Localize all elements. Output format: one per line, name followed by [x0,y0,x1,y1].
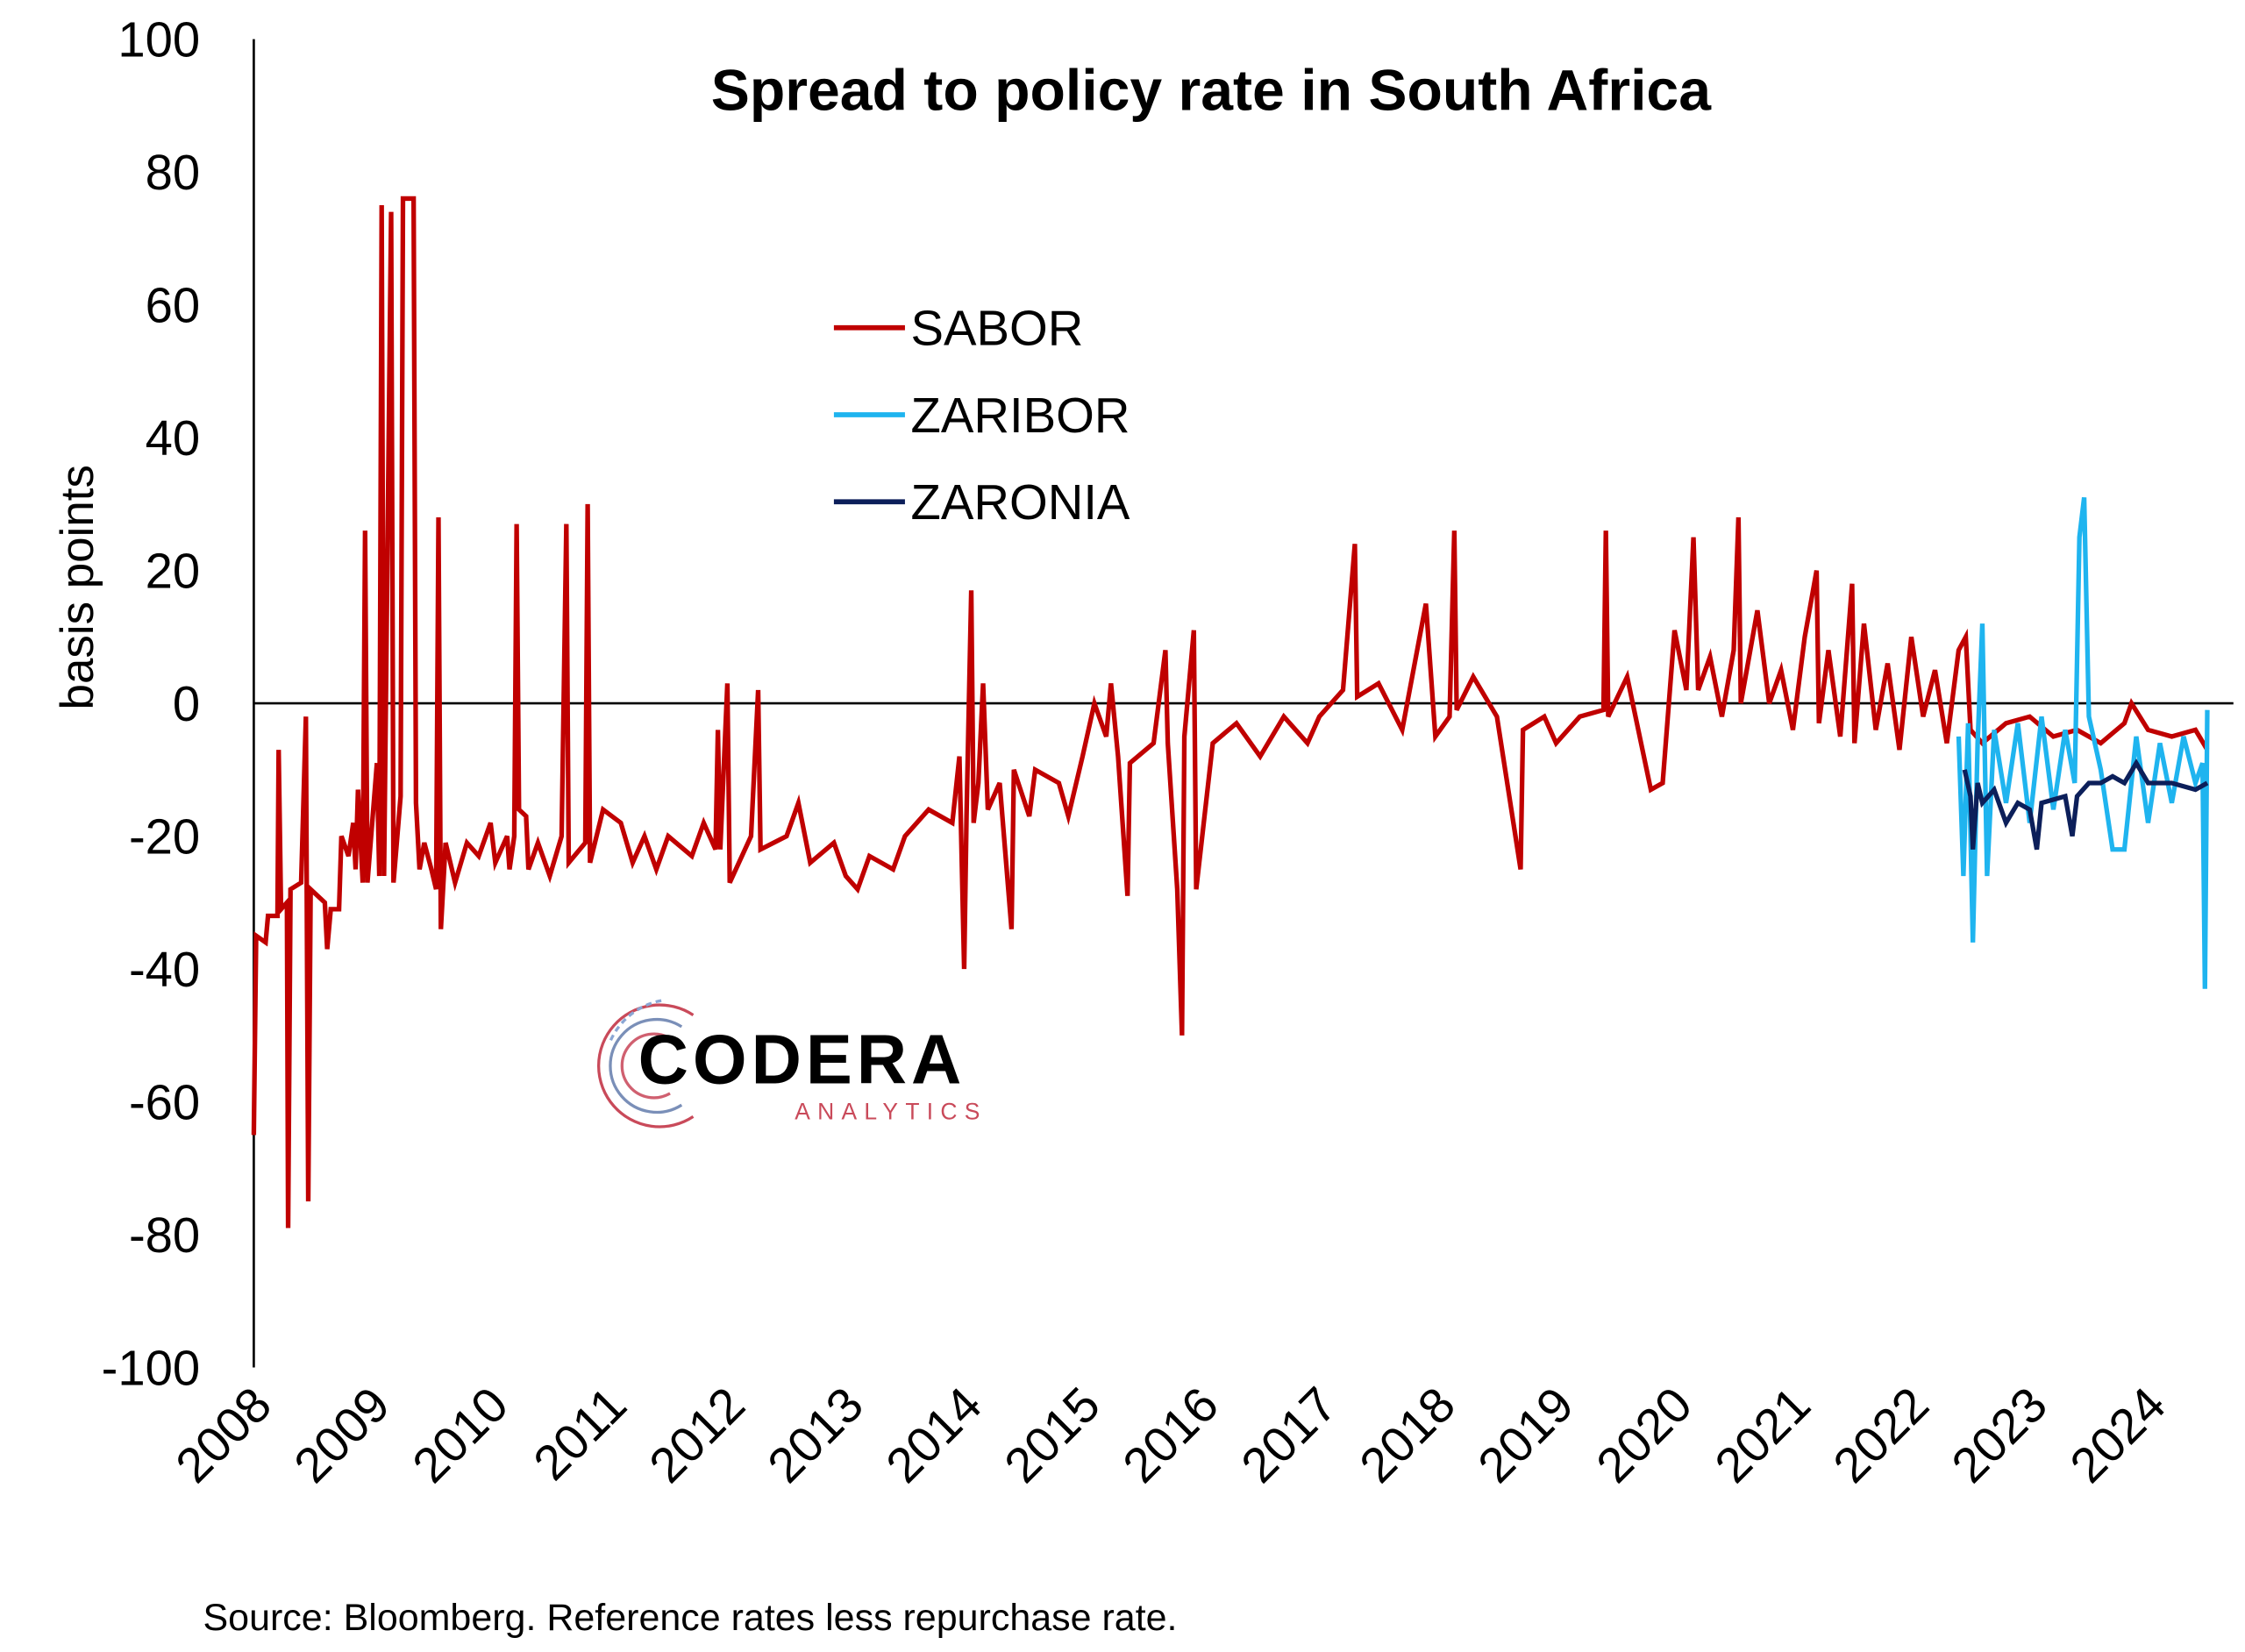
x-tick-label: 2024 [2059,1377,2176,1493]
logo-arc [596,1003,695,1129]
y-tick-label: -60 [129,1074,200,1129]
y-tick-label: 60 [146,277,201,332]
series-line [1956,496,2210,989]
x-tick-label: 2016 [1112,1377,1229,1493]
legend-label: ZARIBOR [911,388,1130,443]
logo-arc [620,1032,671,1100]
logo-arc [608,999,662,1045]
logo: CODERA ANALYTICS [596,999,987,1129]
x-tick-label: 2018 [1349,1377,1465,1493]
y-tick-label: -40 [129,942,200,997]
y-tick-label: 20 [146,543,201,598]
y-tick-label: 40 [146,410,201,466]
x-tick-label: 2010 [402,1377,518,1493]
y-tick-label: 0 [173,676,200,731]
x-tick-label: 2017 [1230,1377,1347,1493]
legend-label: SABOR [911,301,1084,356]
logo-emblem [596,999,695,1129]
y-axis-label: basis points [52,465,103,709]
y-tick-label: 100 [118,12,200,68]
x-tick-label: 2014 [875,1377,992,1493]
logo-name: CODERA [638,1020,966,1098]
y-tick-label: 80 [146,145,201,200]
x-tick-label: 2021 [1704,1377,1821,1493]
series-line [251,196,2210,1228]
x-tick-label: 2019 [1467,1377,1584,1493]
x-tick-label: 2015 [994,1377,1110,1493]
y-tick-label: -80 [129,1207,200,1263]
chart-title: Spread to policy rate in South Africa [711,59,1712,124]
x-tick-label: 2023 [1941,1377,2057,1493]
series-line [1962,758,2209,851]
legend-label: ZARONIA [911,474,1130,530]
y-tick-label: -100 [102,1340,201,1395]
x-tick-label: 2013 [757,1377,873,1493]
y-tick-label: -20 [129,808,200,864]
x-tick-label: 2012 [638,1377,755,1493]
x-tick-label: 2022 [1822,1377,1939,1493]
logo-arc [609,1017,683,1114]
source-note: Source: Bloomberg. Reference rates less … [203,1597,1178,1639]
logo-tagline: ANALYTICS [795,1099,987,1125]
x-tick-label: 2020 [1586,1377,1702,1493]
x-tick-label: 2009 [283,1377,400,1493]
x-tick-label: 2011 [523,1377,637,1491]
